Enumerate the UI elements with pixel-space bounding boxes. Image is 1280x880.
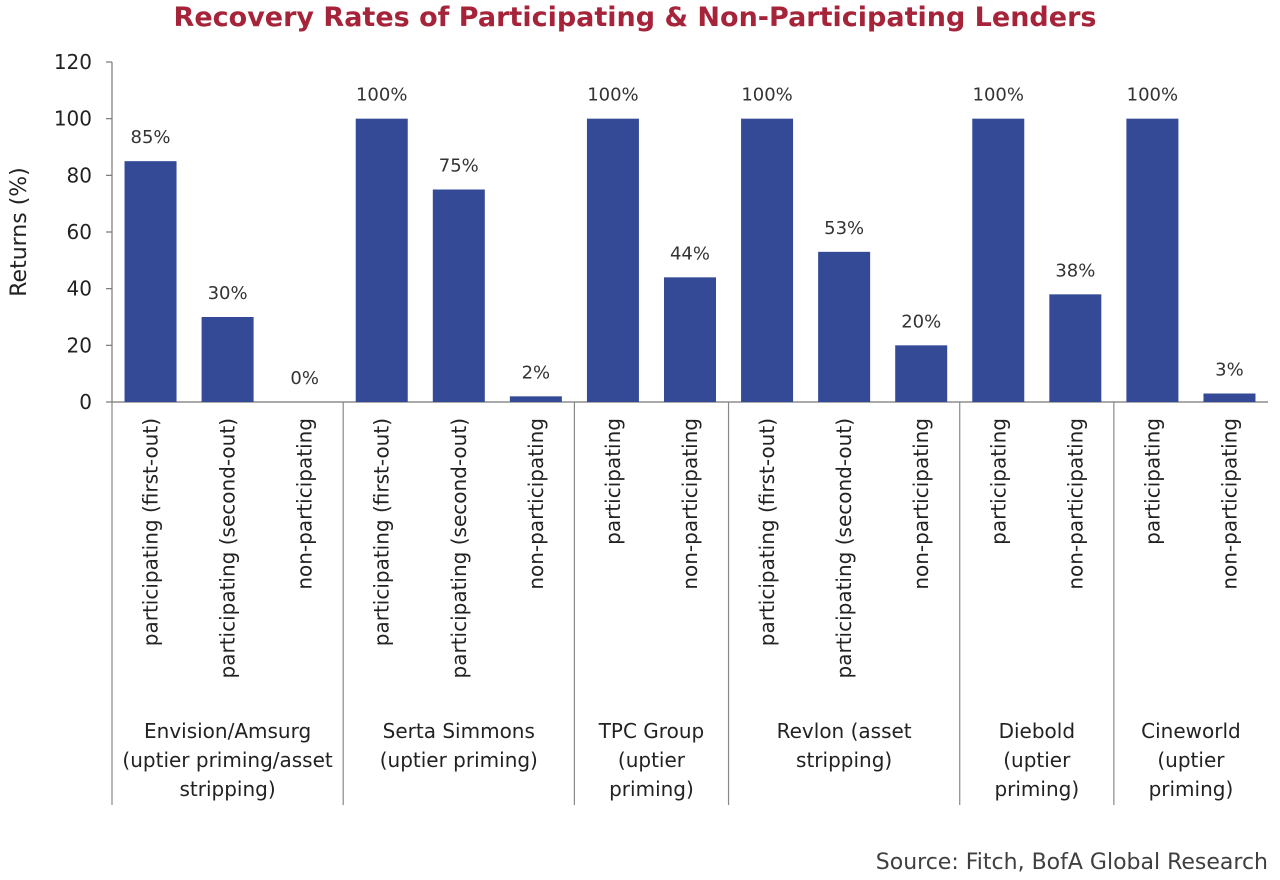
data-label: 0% bbox=[290, 368, 319, 389]
group-label: Diebold bbox=[999, 719, 1075, 743]
y-tick-label: 40 bbox=[67, 277, 92, 301]
category-label: non-participating bbox=[1217, 418, 1241, 590]
y-tick-label: 60 bbox=[67, 220, 92, 244]
source-note: Source: Fitch, BofA Global Research bbox=[875, 850, 1268, 875]
y-tick-label: 120 bbox=[54, 50, 92, 74]
group-label: priming) bbox=[994, 777, 1079, 801]
group-label: stripping) bbox=[796, 748, 892, 772]
category-label: participating (second-out) bbox=[832, 418, 856, 678]
data-label: 2% bbox=[522, 362, 551, 383]
group-label: (uptier bbox=[1157, 748, 1225, 772]
category-label: non-participating bbox=[524, 418, 548, 590]
bar bbox=[509, 396, 562, 402]
data-label: 85% bbox=[131, 127, 171, 148]
y-tick-label: 20 bbox=[67, 333, 92, 357]
data-label: 53% bbox=[824, 218, 864, 239]
group-label: Cineworld bbox=[1141, 719, 1241, 743]
group-label: Envision/Amsurg bbox=[144, 719, 311, 743]
bar bbox=[664, 277, 716, 402]
chart-title: Recovery Rates of Participating & Non-Pa… bbox=[173, 2, 1097, 33]
group-label: priming) bbox=[609, 777, 694, 801]
data-label: 100% bbox=[356, 85, 407, 106]
bar bbox=[201, 317, 254, 402]
bar bbox=[432, 189, 485, 402]
data-label: 30% bbox=[208, 283, 248, 304]
category-label: participating bbox=[1140, 418, 1164, 545]
category-label: participating (second-out) bbox=[216, 418, 240, 678]
data-label: 20% bbox=[901, 311, 941, 332]
bar bbox=[1126, 118, 1179, 403]
category-label: participating bbox=[601, 418, 625, 545]
group-label: Serta Simmons bbox=[383, 719, 535, 743]
group-label: (uptier priming/asset bbox=[122, 748, 332, 772]
data-label: 44% bbox=[670, 243, 710, 264]
bar bbox=[895, 345, 948, 402]
category-label: participating (first-out) bbox=[139, 418, 163, 646]
y-axis-title: Returns (%) bbox=[7, 167, 32, 297]
data-label: 100% bbox=[1127, 85, 1178, 106]
bar bbox=[972, 118, 1025, 403]
category-label: participating (second-out) bbox=[447, 418, 471, 678]
data-label: 75% bbox=[439, 156, 479, 177]
y-tick-label: 100 bbox=[54, 107, 92, 131]
group-label: priming) bbox=[1149, 777, 1234, 801]
group-label: Revlon (asset bbox=[777, 719, 912, 743]
bar bbox=[818, 251, 871, 402]
data-label: 3% bbox=[1215, 360, 1244, 381]
data-label: 100% bbox=[741, 85, 792, 106]
group-label: TPC Group bbox=[598, 719, 705, 743]
group-label: (uptier priming) bbox=[380, 748, 538, 772]
bar bbox=[741, 118, 794, 403]
group-label: (uptier bbox=[1003, 748, 1071, 772]
bar bbox=[124, 161, 177, 402]
category-label: participating (first-out) bbox=[755, 418, 779, 646]
data-label: 38% bbox=[1055, 260, 1095, 281]
category-label: non-participating bbox=[678, 418, 702, 590]
bar bbox=[1203, 393, 1256, 402]
category-label: non-participating bbox=[1063, 418, 1087, 590]
bar bbox=[1049, 294, 1102, 402]
y-tick-label: 0 bbox=[79, 390, 92, 414]
bar bbox=[355, 118, 408, 403]
category-label: non-participating bbox=[909, 418, 933, 590]
group-label: (uptier bbox=[618, 748, 686, 772]
y-tick-label: 80 bbox=[67, 163, 92, 187]
bar bbox=[586, 118, 639, 403]
category-label: non-participating bbox=[293, 418, 317, 590]
group-label: stripping) bbox=[180, 777, 276, 801]
data-label: 100% bbox=[587, 85, 638, 106]
data-label: 100% bbox=[973, 85, 1024, 106]
category-label: participating (first-out) bbox=[370, 418, 394, 646]
category-label: participating bbox=[986, 418, 1010, 545]
